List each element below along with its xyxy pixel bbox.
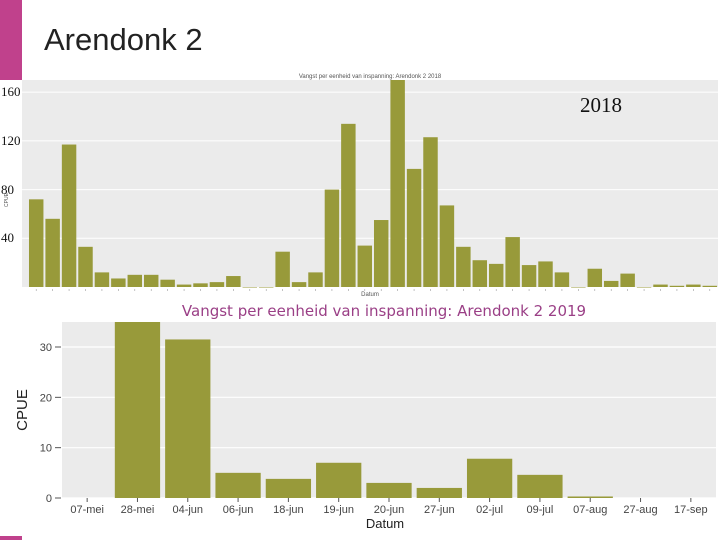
slide-title: Arendonk 2 (44, 22, 203, 57)
y-tick-label: 30 (40, 342, 52, 354)
x-tick-label: 09-jul (526, 504, 553, 516)
year-label-2018: 2018 (580, 93, 622, 117)
bar (472, 260, 488, 287)
bar (316, 462, 362, 498)
y-axis-label: CPUE (14, 389, 31, 431)
bar (258, 287, 274, 288)
bar (538, 261, 553, 287)
bar (94, 272, 110, 287)
bar (423, 137, 438, 287)
bar (439, 205, 455, 287)
x-tick-label: 18-jun (273, 504, 304, 516)
y-tick-label: 80 (1, 181, 14, 197)
x-tick-label: 27-jun (424, 504, 455, 516)
bar (416, 487, 462, 498)
x-axis-label: Datum (366, 516, 404, 531)
bar (505, 237, 520, 287)
bar (324, 189, 340, 287)
bar (456, 246, 471, 287)
bar (78, 246, 93, 287)
y-tick-label: 0 (46, 493, 52, 505)
bar (686, 284, 701, 287)
bar (291, 282, 307, 287)
x-axis-label: Datum (361, 292, 379, 298)
bar (620, 273, 635, 287)
x-tick-label: 19-jun (323, 504, 354, 516)
bar (143, 274, 159, 287)
bar (160, 279, 175, 287)
chart-title: Vangst per eenheid van inspanning: Arend… (299, 74, 442, 80)
bar (215, 472, 261, 498)
bar (554, 272, 570, 287)
chart-2018: Vangst per eenheid van inspanning: Arend… (4, 74, 718, 298)
bar (308, 272, 323, 287)
bar (265, 478, 312, 498)
bar (357, 245, 373, 287)
x-tick-label: 06-jun (223, 504, 254, 516)
bar (567, 496, 613, 498)
bar (341, 123, 356, 287)
bar (61, 144, 77, 287)
bar (488, 263, 504, 287)
bar (587, 268, 603, 287)
bar (521, 265, 537, 287)
bar (571, 287, 586, 288)
y-tick-label: 160 (1, 84, 21, 100)
bar (603, 280, 619, 287)
bar (165, 339, 211, 498)
x-tick-label: 17-sep (674, 504, 708, 516)
y-tick-label: 10 (40, 443, 52, 455)
bar (366, 482, 412, 498)
bar (28, 199, 44, 287)
y-tick-label: 40 (1, 230, 14, 246)
bar (111, 278, 126, 287)
chart-title: Vangst per eenheid van inspanning: Arend… (182, 302, 586, 320)
x-tick-label: 27-aug (623, 504, 657, 516)
bar (669, 285, 685, 287)
bar (406, 168, 422, 287)
bar (702, 285, 718, 287)
bar (176, 284, 192, 287)
accent-bar (0, 0, 22, 80)
bar (209, 282, 225, 287)
bar (517, 474, 563, 498)
x-tick-label: 04-jun (172, 504, 203, 516)
bar (390, 80, 405, 287)
bar (45, 218, 60, 287)
bar (466, 458, 513, 498)
y-tick-label: 20 (40, 392, 52, 404)
x-tick-label: 20-jun (374, 504, 405, 516)
y-axis-label: CPUE (4, 192, 10, 207)
x-tick-label: 07-aug (573, 504, 607, 516)
accent-bar-bottom (0, 536, 22, 540)
bar (275, 251, 290, 287)
bar (127, 274, 143, 287)
bar (653, 284, 668, 287)
y-tick-label: 120 (1, 132, 21, 148)
bar (373, 220, 389, 287)
bar (636, 287, 652, 288)
bar (114, 322, 161, 498)
bar (242, 287, 258, 288)
bar (193, 283, 208, 287)
x-tick-label: 02-jul (476, 504, 503, 516)
x-tick-label: 28-mei (121, 504, 155, 516)
x-tick-label: 07-mei (70, 504, 104, 516)
bar (226, 276, 241, 287)
